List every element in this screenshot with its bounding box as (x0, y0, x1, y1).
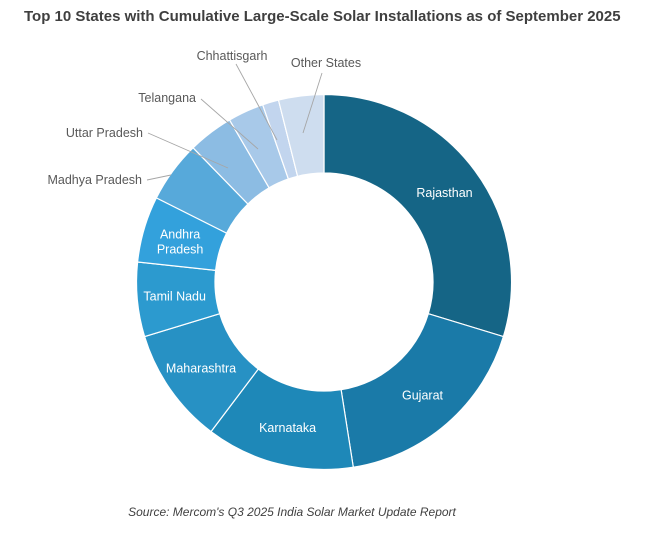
slice-label-other-states: Other States (291, 56, 361, 70)
slice-label-rajasthan: Rajasthan (416, 186, 472, 200)
slice-label-andhra-pradesh: Andhra Pradesh (157, 228, 204, 257)
callout-line-other-states (302, 72, 323, 134)
slice-label-gujarat: Gujarat (402, 389, 444, 403)
slice-labels: Rajasthan Gujarat Karnataka Maharashtra Tami… (143, 186, 472, 435)
outside-labels: Madhya Pradesh Uttar Pradesh Telangana Chha… (47, 49, 361, 187)
donut-slice-rajasthan (323, 93, 513, 338)
slice-label-tamil-nadu: Tamil Nadu (143, 290, 206, 304)
callout-line-madhya-pradesh (146, 174, 172, 181)
slice-label-madhya-pradesh: Madhya Pradesh (47, 173, 142, 187)
callout-line-telangana (200, 98, 259, 150)
donut-slices (135, 93, 513, 471)
slice-label-maharashtra: Maharashtra (166, 361, 236, 375)
slice-label-uttar-pradesh: Uttar Pradesh (66, 126, 143, 140)
callout-line-chhattisgarh (235, 63, 278, 141)
chart-title: Top 10 States with Cumulative Large-Scal… (24, 8, 621, 25)
callout-lines (146, 63, 323, 181)
slice-label-karnataka: Karnataka (259, 421, 316, 435)
callout-line-uttar-pradesh (147, 132, 229, 169)
donut-slice-other-states (277, 93, 325, 178)
source-note: Source: Mercom's Q3 2025 India Solar Mar… (128, 505, 456, 519)
slice-label-telangana: Telangana (138, 91, 196, 105)
slice-label-chhattisgarh: Chhattisgarh (197, 49, 268, 63)
